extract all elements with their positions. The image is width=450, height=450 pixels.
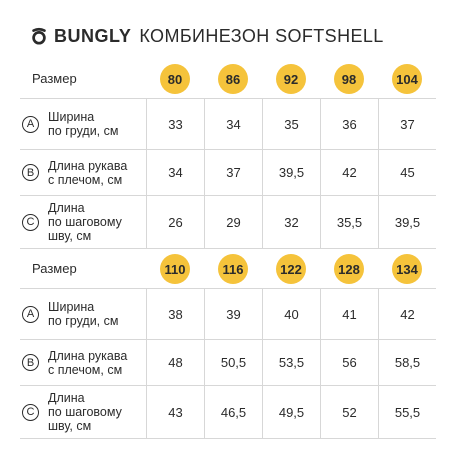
size-badge: 98	[334, 64, 364, 94]
size-badge: 110	[160, 254, 190, 284]
table-cell: 34	[204, 99, 262, 149]
table-cell: 39,5	[262, 150, 320, 195]
table-cell: 46,5	[204, 386, 262, 438]
size-badge: 134	[392, 254, 422, 284]
table-cell: 52	[320, 386, 378, 438]
bungly-logo-icon	[32, 27, 46, 45]
table-cell: 55,5	[378, 386, 436, 438]
size-badge: 116	[218, 254, 248, 284]
table-cell: 45	[378, 150, 436, 195]
size-badge: 80	[160, 64, 190, 94]
table-cell: 49,5	[262, 386, 320, 438]
table-cell: 42	[320, 150, 378, 195]
table-cell: 41	[320, 289, 378, 339]
row-marker-c: C	[22, 213, 39, 231]
table-row: B Длина рукава с плечом, см 34 37 39,5 4…	[20, 150, 436, 196]
table-cell: 56	[320, 340, 378, 385]
table-cell: 32	[262, 196, 320, 248]
row-marker-b: B	[22, 164, 39, 181]
row-marker-c: C	[22, 403, 39, 421]
table-row: C Длина по шаговому шву, см 43 46,5 49,5…	[20, 386, 436, 439]
row-label: Ширина по груди, см	[48, 110, 119, 138]
row-label: Ширина по груди, см	[48, 300, 119, 328]
size-table-1: Размер 80 86 92 98 104 A Ширина по груди…	[20, 60, 436, 249]
row-marker-a: A	[22, 305, 39, 323]
size-badge: 122	[276, 254, 306, 284]
product-title: КОМБИНЕЗОН SOFTSHELL	[139, 25, 384, 46]
table-cell: 38	[146, 289, 204, 339]
table-cell: 36	[320, 99, 378, 149]
row-label: Длина рукава с плечом, см	[48, 348, 128, 377]
table-cell: 26	[146, 196, 204, 248]
size-row: Размер 110 116 122 128 134	[20, 250, 436, 288]
row-marker-b: B	[22, 354, 39, 371]
table-cell: 39	[204, 289, 262, 339]
table-row: A Ширина по груди, см 38 39 40 41 42	[20, 288, 436, 340]
size-badge: 92	[276, 64, 306, 94]
table-cell: 35,5	[320, 196, 378, 248]
size-label: Размер	[32, 261, 77, 276]
size-badge: 86	[218, 64, 248, 94]
table-cell: 37	[204, 150, 262, 195]
size-label: Размер	[32, 71, 77, 86]
table-cell: 43	[146, 386, 204, 438]
row-label: Длина по шаговому шву, см	[48, 201, 122, 243]
table-row: C Длина по шаговому шву, см 26 29 32 35,…	[20, 196, 436, 249]
table-row: A Ширина по груди, см 33 34 35 36 37	[20, 98, 436, 150]
row-label: Длина рукава с плечом, см	[48, 158, 128, 187]
table-cell: 29	[204, 196, 262, 248]
row-marker-a: A	[22, 115, 39, 133]
table-cell: 37	[378, 99, 436, 149]
table-cell: 50,5	[204, 340, 262, 385]
size-table-2: Размер 110 116 122 128 134 A Ширина по г…	[20, 250, 436, 439]
table-cell: 35	[262, 99, 320, 149]
table-row: B Длина рукава с плечом, см 48 50,5 53,5…	[20, 340, 436, 386]
table-cell: 48	[146, 340, 204, 385]
row-label: Длина по шаговому шву, см	[48, 391, 122, 433]
header: BUNGLY КОМБИНЕЗОН SOFTSHELL	[30, 22, 384, 50]
brand-name: BUNGLY	[54, 25, 132, 46]
table-cell: 53,5	[262, 340, 320, 385]
table-cell: 40	[262, 289, 320, 339]
size-badge: 104	[392, 64, 422, 94]
size-row: Размер 80 86 92 98 104	[20, 60, 436, 98]
table-cell: 42	[378, 289, 436, 339]
table-cell: 34	[146, 150, 204, 195]
table-cell: 39,5	[378, 196, 436, 248]
size-badge: 128	[334, 254, 364, 284]
table-cell: 33	[146, 99, 204, 149]
table-cell: 58,5	[378, 340, 436, 385]
